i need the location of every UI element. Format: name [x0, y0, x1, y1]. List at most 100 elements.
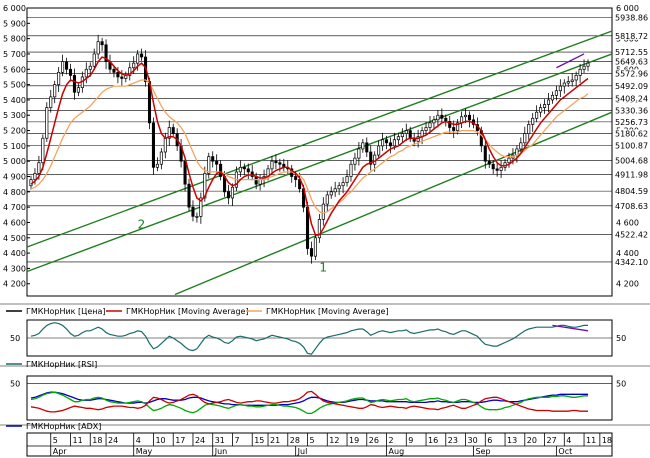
price-level-label: 5712.55	[615, 48, 648, 57]
legend-entry: ГМКНорНик [Moving Average]	[126, 307, 249, 316]
y-tick-label-right: 4 600	[616, 218, 639, 227]
candle-body	[195, 215, 199, 218]
candle-body	[341, 182, 345, 187]
candle-body	[270, 160, 274, 170]
day-tick-label: 4	[136, 436, 141, 445]
price-level-label: 5818.72	[615, 32, 648, 41]
adx-legend-entry: ГМКНорНик [ADX]	[26, 422, 101, 431]
candle-body	[523, 133, 527, 144]
day-tick-label: 24	[108, 436, 118, 445]
price-level-label: 4342.10	[615, 258, 648, 267]
y-tick-label: 4 200	[3, 280, 26, 289]
wave-label-1: 1	[319, 260, 327, 274]
price-level-label: 5408.24	[615, 95, 648, 104]
y-tick-label: 4 500	[3, 234, 26, 243]
candle-body	[408, 130, 412, 139]
price-level-bg	[613, 31, 650, 40]
day-tick-label: 4	[566, 436, 571, 445]
day-tick-label: 31	[215, 436, 225, 445]
price-level-label: 5938.86	[615, 13, 648, 22]
day-tick-label: 13	[507, 436, 517, 445]
candle-body	[535, 111, 539, 119]
candle-body	[45, 107, 49, 139]
month-tick-label: Apr	[53, 447, 68, 456]
candle-body	[507, 157, 511, 164]
candle-body	[349, 163, 353, 177]
candle-body	[388, 142, 393, 147]
candle-body	[578, 68, 582, 76]
candle-body	[456, 122, 460, 131]
candle-body	[558, 85, 562, 92]
day-tick-label: 10	[155, 436, 165, 445]
candle-body	[57, 71, 61, 85]
y-tick-label-right: 4 200	[616, 280, 639, 289]
ma-fast-line	[30, 56, 589, 236]
candle-body	[440, 114, 444, 119]
candle-body	[187, 183, 191, 208]
y-tick-label: 5 000	[3, 157, 26, 166]
price-level-bg	[613, 48, 650, 57]
candle-body	[396, 136, 400, 141]
candle-body	[226, 191, 231, 199]
price-level-label: 5256.73	[615, 118, 648, 127]
y-tick-label: 5 700	[3, 50, 26, 59]
candle-body	[400, 133, 404, 138]
candle-body	[163, 137, 167, 153]
day-tick-label: 23	[448, 436, 458, 445]
price-level-bg	[613, 170, 650, 179]
candle-body	[207, 156, 211, 174]
candle-body	[84, 68, 88, 78]
y-tick-label-right: 6 000	[616, 4, 639, 13]
candle-body	[215, 160, 219, 165]
day-tick-label: 11	[586, 436, 596, 445]
y-tick-label: 5 200	[3, 127, 26, 136]
y-tick-label: 5 300	[3, 111, 26, 120]
candle-body	[321, 203, 325, 220]
y-tick-label: 5 500	[3, 81, 26, 90]
y-tick-label: 4 800	[3, 188, 26, 197]
candle-body	[586, 62, 590, 67]
candle-body	[104, 44, 108, 62]
candle-body	[132, 62, 136, 69]
price-level-bg	[613, 201, 650, 210]
candle-body	[467, 114, 472, 121]
candle-body	[41, 137, 45, 164]
day-tick-label: 28	[290, 436, 300, 445]
candle-body	[68, 68, 73, 76]
candle-body	[337, 185, 341, 190]
legend-entry: ГМКНорНик [Цена]	[26, 307, 106, 316]
candle-body	[100, 41, 104, 46]
candle-body	[452, 127, 456, 131]
candle-body	[527, 124, 531, 134]
channel-upper-line	[26, 30, 613, 248]
candle-body	[136, 53, 140, 64]
candle-body	[116, 71, 120, 78]
y-tick-label: 4 700	[3, 203, 26, 212]
candle-body	[384, 139, 389, 144]
candle-body	[159, 151, 163, 165]
candle-body	[183, 160, 187, 185]
y-tick-label: 4 400	[3, 249, 26, 258]
day-tick-label: 21	[270, 436, 280, 445]
candle-body	[499, 166, 503, 171]
candle-body	[72, 75, 76, 93]
candle-body	[365, 142, 369, 153]
candle-body	[483, 145, 487, 162]
candle-body	[495, 168, 499, 171]
price-level-label: 4522.42	[615, 230, 648, 239]
y-tick-label: 6 000	[3, 4, 26, 13]
candle-body	[543, 104, 547, 108]
rsi-legend-entry: ГМКНорНик [RSI]	[26, 360, 97, 369]
price-level-bg	[613, 141, 650, 150]
price-panel-frame	[26, 7, 613, 297]
candle-body	[191, 206, 195, 217]
candle-body	[448, 121, 452, 128]
candle-body	[151, 122, 155, 168]
adx-y-tick: 50	[10, 379, 20, 388]
channel-lower-line	[174, 111, 613, 296]
ma-slow-line	[30, 79, 589, 215]
candle-body	[37, 162, 41, 174]
candle-body	[539, 107, 543, 113]
adx-y-tick-right: 50	[616, 379, 626, 388]
